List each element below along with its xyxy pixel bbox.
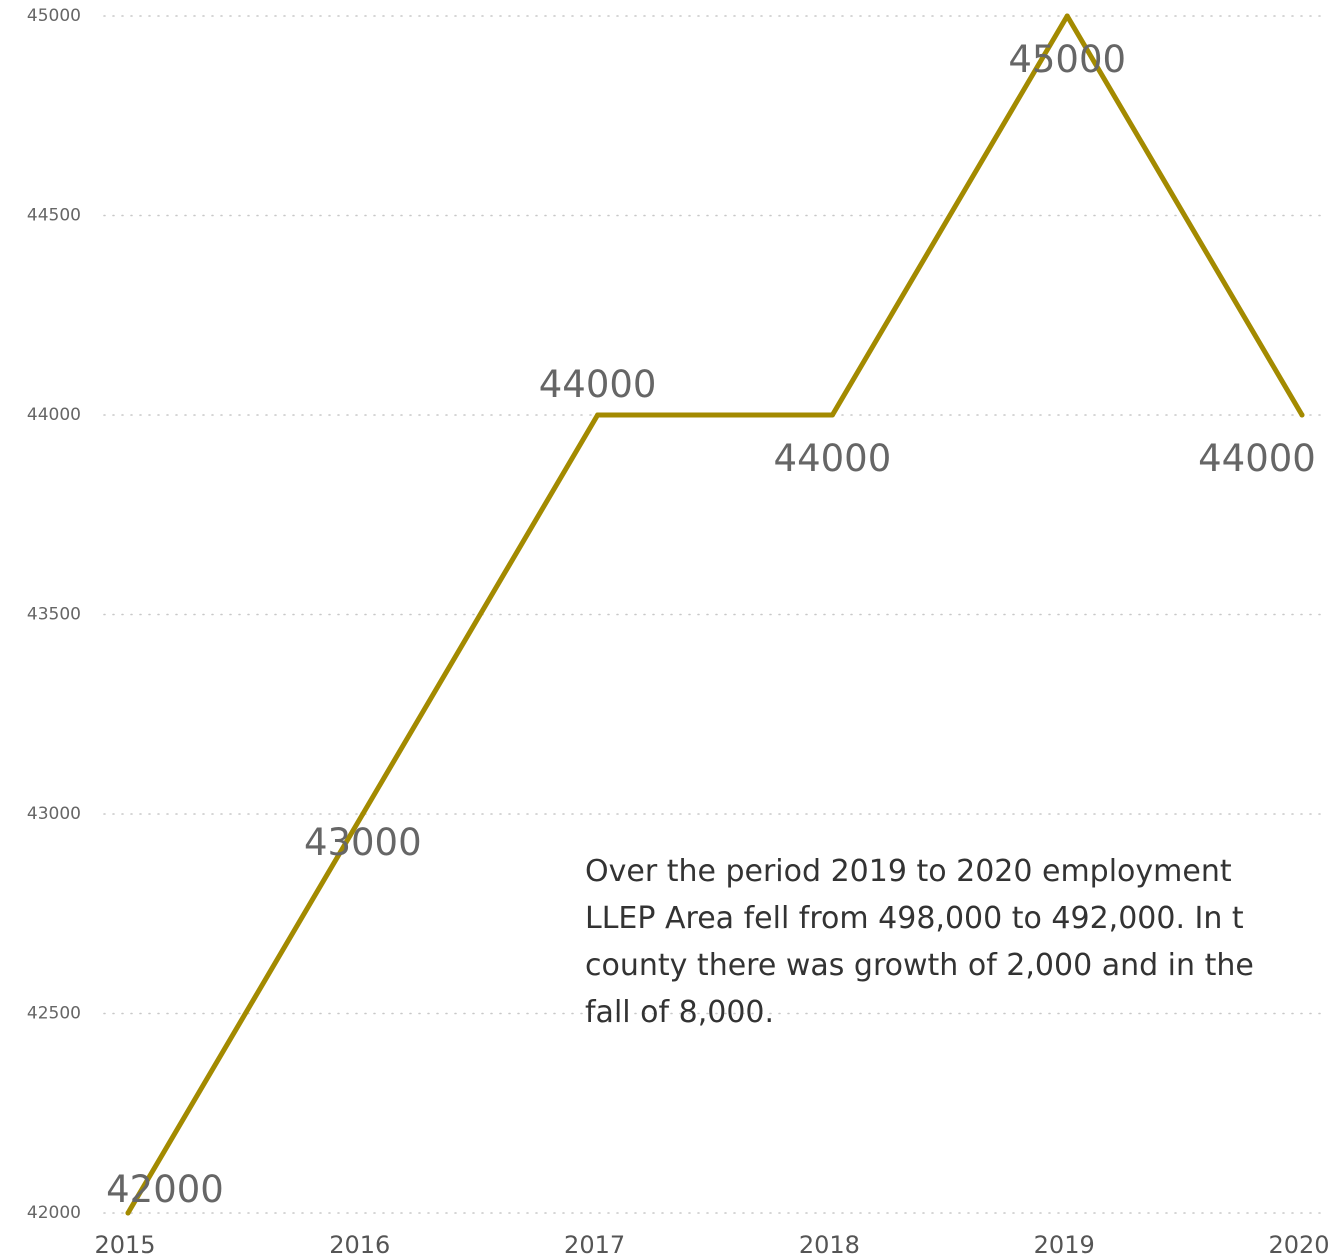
data-point (595, 412, 601, 418)
y-tick-label: 42500 (27, 1004, 81, 1024)
data-label: 44000 (1198, 437, 1316, 480)
x-tick-label: 2015 (94, 1231, 155, 1259)
x-tick-label: 2017 (564, 1231, 625, 1259)
y-tick-label: 43000 (27, 804, 81, 824)
data-labels: 42000 43000 44000 44000 45000 44000 (106, 38, 1316, 1211)
data-point (360, 811, 366, 817)
y-tick-label: 44000 (27, 405, 81, 425)
data-label: 42000 (106, 1168, 224, 1211)
x-tick-label: 2018 (799, 1231, 860, 1259)
data-point (1064, 13, 1070, 19)
x-tick-label: 2019 (1034, 1231, 1095, 1259)
data-label: 44000 (774, 437, 892, 480)
y-tick-label: 45000 (27, 6, 81, 26)
x-tick-label: 2020 (1268, 1231, 1329, 1259)
y-axis-tick-labels: 42000 42500 43000 43500 44000 44500 45000 (27, 6, 81, 1223)
data-point (1299, 412, 1305, 418)
data-label: 44000 (539, 363, 657, 406)
data-label: 45000 (1008, 38, 1126, 81)
y-tick-label: 44500 (27, 206, 81, 226)
data-label: 43000 (304, 821, 422, 864)
y-tick-label: 42000 (27, 1203, 81, 1223)
data-point (125, 1210, 131, 1216)
series-lines (125, 13, 1305, 1216)
series-line (125, 13, 1305, 1216)
annotation-text: Over the period 2019 to 2020 employment … (585, 854, 1254, 1030)
x-axis-tick-labels: 2015 2016 2017 2018 2019 2020 (94, 1231, 1329, 1259)
data-point (829, 412, 835, 418)
y-tick-label: 43500 (27, 605, 81, 625)
x-tick-label: 2016 (329, 1231, 390, 1259)
